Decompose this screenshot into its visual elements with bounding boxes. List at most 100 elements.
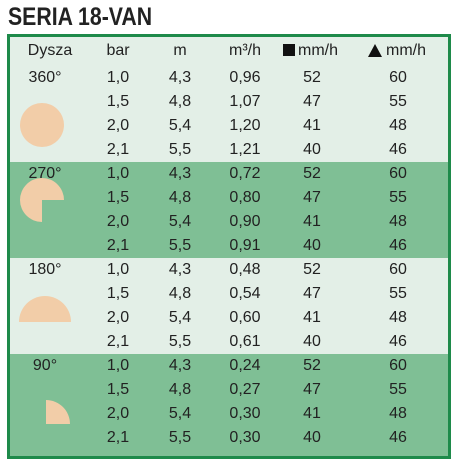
cell: 0,30 bbox=[229, 429, 261, 446]
nozzle-label: 360° bbox=[28, 69, 62, 86]
cell: 1,07 bbox=[229, 93, 261, 110]
cell: 52 bbox=[303, 357, 321, 374]
cell: 2,0 bbox=[106, 309, 130, 326]
cell: 55 bbox=[389, 285, 407, 302]
cell: 5,5 bbox=[168, 333, 192, 350]
nozzle-180-icon bbox=[19, 296, 71, 322]
cell: 60 bbox=[389, 165, 407, 182]
nozzle-360-icon bbox=[20, 103, 64, 147]
cell: 2,1 bbox=[106, 333, 130, 350]
nozzle-270-icon bbox=[20, 178, 64, 222]
cell: 0,80 bbox=[229, 189, 261, 206]
cell: 0,61 bbox=[229, 333, 261, 350]
cell: 55 bbox=[389, 93, 407, 110]
cell: 0,96 bbox=[229, 69, 261, 86]
title: SERIA 18-VAN bbox=[8, 3, 153, 31]
cell: 0,30 bbox=[229, 405, 261, 422]
cell: 1,0 bbox=[106, 165, 130, 182]
cell: 52 bbox=[303, 165, 321, 182]
nozzle-label: 180° bbox=[28, 261, 62, 278]
cell: 1,0 bbox=[106, 69, 130, 86]
group-bg bbox=[9, 354, 449, 456]
cell: 47 bbox=[303, 189, 321, 206]
cell: 0,91 bbox=[229, 237, 261, 254]
cell: 0,54 bbox=[229, 285, 261, 302]
nozzle-label: 90° bbox=[32, 357, 58, 374]
cell: 5,5 bbox=[168, 429, 192, 446]
cell: 60 bbox=[389, 261, 407, 278]
nozzle-label: 270° bbox=[28, 165, 62, 182]
cell: 46 bbox=[389, 429, 407, 446]
cell: 52 bbox=[303, 261, 321, 278]
cell: 52 bbox=[303, 69, 321, 86]
cell: 4,8 bbox=[168, 189, 192, 206]
header-cell: Dysza bbox=[27, 42, 73, 59]
cell: 4,8 bbox=[168, 285, 192, 302]
cell: 47 bbox=[303, 285, 321, 302]
cell: 0,24 bbox=[229, 357, 261, 374]
cell: 5,5 bbox=[168, 237, 192, 254]
header-cell: m bbox=[173, 42, 187, 59]
cell: 5,4 bbox=[168, 405, 192, 422]
cell: 55 bbox=[389, 189, 407, 206]
cell: 1,0 bbox=[106, 357, 130, 374]
cell: 2,1 bbox=[106, 429, 130, 446]
group-bg bbox=[9, 66, 449, 162]
cell: 0,27 bbox=[229, 381, 261, 398]
cell: 48 bbox=[389, 117, 407, 134]
cell: 0,72 bbox=[229, 165, 261, 182]
cell: 5,5 bbox=[168, 141, 192, 158]
cell: 46 bbox=[389, 237, 407, 254]
cell: 48 bbox=[389, 309, 407, 326]
header-cell: m³/h bbox=[229, 42, 261, 59]
cell: 47 bbox=[303, 93, 321, 110]
cell: 2,0 bbox=[106, 117, 130, 134]
cell: 4,8 bbox=[168, 93, 192, 110]
cell: 4,3 bbox=[168, 69, 192, 86]
nozzle-90-icon bbox=[46, 400, 70, 424]
cell: 4,3 bbox=[168, 261, 192, 278]
cell: 0,60 bbox=[229, 309, 261, 326]
triangle-icon bbox=[368, 44, 382, 57]
header-cell: mm/h bbox=[386, 42, 426, 59]
cell: 46 bbox=[389, 333, 407, 350]
cell: 2,1 bbox=[106, 237, 130, 254]
cell: 2,0 bbox=[106, 213, 130, 230]
cell: 48 bbox=[389, 213, 407, 230]
cell: 1,5 bbox=[106, 189, 130, 206]
cell: 41 bbox=[303, 405, 321, 422]
cell: 5,4 bbox=[168, 117, 192, 134]
cell: 1,5 bbox=[106, 285, 130, 302]
cell: 1,0 bbox=[106, 261, 130, 278]
cell: 55 bbox=[389, 381, 407, 398]
cell: 40 bbox=[303, 429, 321, 446]
cell: 2,1 bbox=[106, 141, 130, 158]
cell: 60 bbox=[389, 357, 407, 374]
square-icon bbox=[283, 44, 295, 56]
cell: 1,5 bbox=[106, 381, 130, 398]
group-bg bbox=[9, 258, 449, 354]
cell: 2,0 bbox=[106, 405, 130, 422]
cell: 60 bbox=[389, 69, 407, 86]
cell: 41 bbox=[303, 117, 321, 134]
table-border bbox=[7, 34, 451, 459]
header-cell: bar bbox=[106, 42, 130, 59]
cell: 47 bbox=[303, 381, 321, 398]
cell: 0,90 bbox=[229, 213, 261, 230]
cell: 41 bbox=[303, 309, 321, 326]
cell: 0,48 bbox=[229, 261, 261, 278]
cell: 1,20 bbox=[229, 117, 261, 134]
cell: 41 bbox=[303, 213, 321, 230]
cell: 5,4 bbox=[168, 309, 192, 326]
cell: 1,21 bbox=[229, 141, 261, 158]
cell: 46 bbox=[389, 141, 407, 158]
cell: 4,8 bbox=[168, 381, 192, 398]
cell: 5,4 bbox=[168, 213, 192, 230]
cell: 40 bbox=[303, 333, 321, 350]
cell: 48 bbox=[389, 405, 407, 422]
cell: 40 bbox=[303, 141, 321, 158]
cell: 1,5 bbox=[106, 93, 130, 110]
cell: 40 bbox=[303, 237, 321, 254]
